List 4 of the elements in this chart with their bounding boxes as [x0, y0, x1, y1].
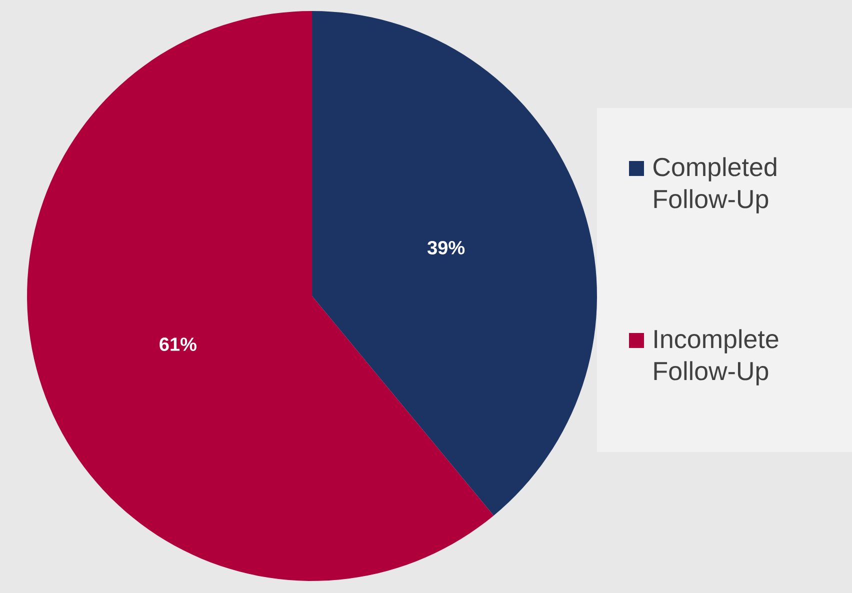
legend-label: Completed Follow-Up: [654, 157, 776, 214]
data-label: 39%: [427, 240, 465, 254]
legend-label: Incomplete Follow-Up: [654, 329, 778, 386]
data-label: 61%: [160, 338, 196, 351]
